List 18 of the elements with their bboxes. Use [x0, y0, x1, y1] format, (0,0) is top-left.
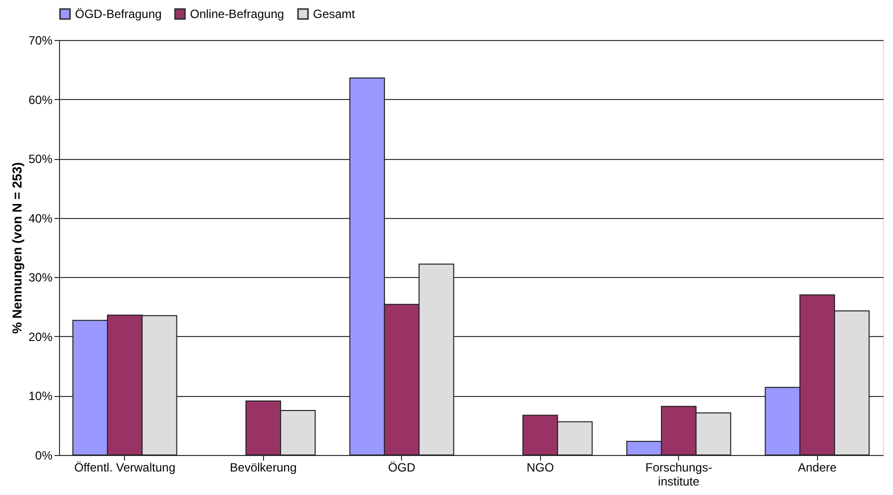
legend-label: Gesamt — [313, 7, 356, 21]
legend-label: ÖGD-Befragung — [75, 7, 162, 21]
y-tick-label: 60% — [28, 92, 53, 107]
legend-label: Online-Befragung — [190, 7, 284, 21]
x-tick-label: ÖGD — [388, 460, 416, 474]
x-tick-label: Forschungs- institute — [645, 460, 712, 488]
y-tick-label: 10% — [28, 389, 53, 404]
y-tick-label: 20% — [28, 330, 53, 344]
y-tick-label: 40% — [28, 211, 53, 226]
y-tick-label: 50% — [28, 152, 53, 166]
x-tick-label: Andere — [798, 460, 837, 474]
x-tick-label: Öffentl. Verwaltung — [74, 460, 176, 474]
y-tick-label: 0% — [35, 448, 53, 462]
x-tick-label: NGO — [526, 460, 554, 474]
y-axis-title: % Nennungen (von N = 253) — [9, 162, 24, 334]
y-tick-label: 30% — [28, 270, 53, 285]
y-tick-label: 70% — [28, 34, 53, 48]
x-tick-label: Bevölkerung — [230, 460, 297, 474]
